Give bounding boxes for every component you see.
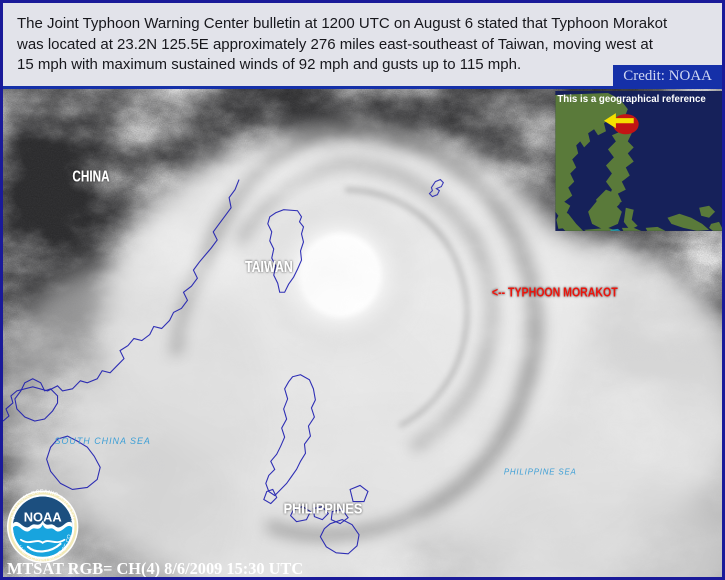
svg-text:SOUTH CHINA SEA: SOUTH CHINA SEA (55, 436, 151, 446)
svg-text:TAIWAN: TAIWAN (245, 259, 293, 277)
svg-text:CHINA: CHINA (72, 167, 109, 185)
svg-text:This is a geographical referen: This is a geographical reference (557, 94, 706, 105)
svg-text:PHILIPPINE SEA: PHILIPPINE SEA (504, 467, 577, 476)
svg-text:PHILIPPINES: PHILIPPINES (284, 500, 363, 517)
svg-text:<-- TYPHOON MORAKOT: <-- TYPHOON MORAKOT (492, 284, 618, 299)
svg-text:NOAA: NOAA (24, 510, 63, 525)
